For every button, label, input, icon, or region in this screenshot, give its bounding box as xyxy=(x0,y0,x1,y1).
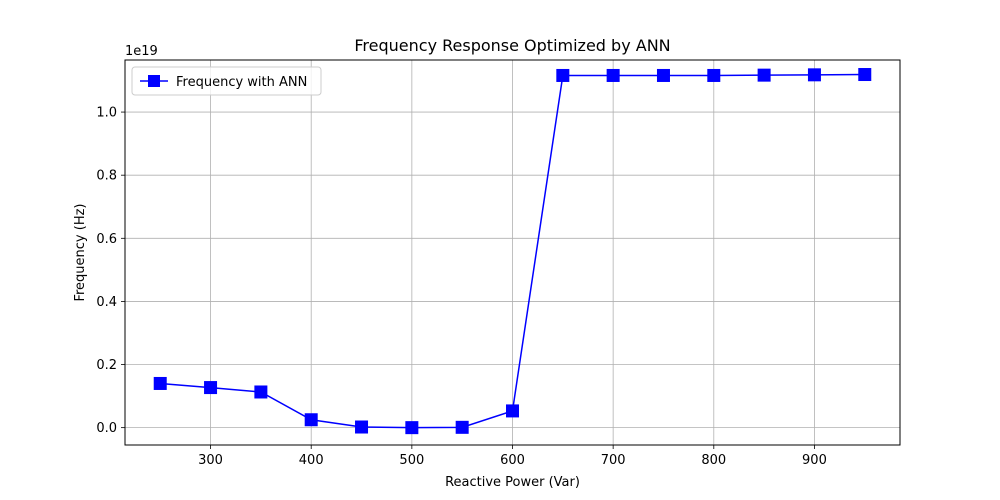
legend-box xyxy=(131,66,322,96)
y-tick-label: 1.0 xyxy=(96,106,117,121)
data-point-marker xyxy=(506,404,519,418)
data-point-marker xyxy=(405,421,419,435)
data-point-marker xyxy=(254,385,268,399)
data-point-marker xyxy=(355,420,369,434)
y-tick-label: 0.2 xyxy=(96,358,117,373)
data-point-marker xyxy=(606,68,620,82)
grid-lines xyxy=(125,60,900,445)
x-tick-label: 500 xyxy=(399,453,424,468)
legend: Frequency with ANN xyxy=(131,66,322,96)
y-tick-label: 0.6 xyxy=(96,232,117,247)
y-axis-label: Frequency (Hz) xyxy=(73,203,88,301)
y-tick-label: 0.8 xyxy=(96,169,117,184)
data-point-marker xyxy=(656,68,670,82)
series-layer xyxy=(153,68,872,435)
data-point-marker xyxy=(304,413,318,427)
y-tick-label: 0.0 xyxy=(96,421,117,436)
x-axis-label: Reactive Power (Var) xyxy=(445,475,580,490)
data-point-marker xyxy=(707,68,721,82)
x-tick-label: 700 xyxy=(601,453,626,468)
data-point-marker xyxy=(556,68,570,82)
legend-label: Frequency with ANN xyxy=(176,75,307,90)
data-point-marker xyxy=(757,68,771,82)
x-tick-label: 300 xyxy=(198,453,223,468)
x-tick-label: 800 xyxy=(701,453,726,468)
x-tick-label: 400 xyxy=(299,453,324,468)
legend-marker-swatch xyxy=(148,75,160,87)
data-point-marker xyxy=(455,420,469,434)
axis-ticks: 300 400 500 600 700 800 900 0.0 0.2 0.4 0.6 0.8 1.0 xyxy=(96,106,827,468)
x-tick-label: 600 xyxy=(500,453,525,468)
data-point-marker xyxy=(153,376,167,390)
y-axis-offset-label: 1e19 xyxy=(125,44,158,59)
chart-title: Frequency Response Optimized by ANN xyxy=(354,36,670,55)
data-point-marker xyxy=(807,68,821,82)
x-tick-label: 900 xyxy=(802,453,827,468)
y-tick-label: 0.4 xyxy=(96,295,117,310)
data-point-marker xyxy=(858,68,872,82)
data-point-marker xyxy=(204,381,218,395)
